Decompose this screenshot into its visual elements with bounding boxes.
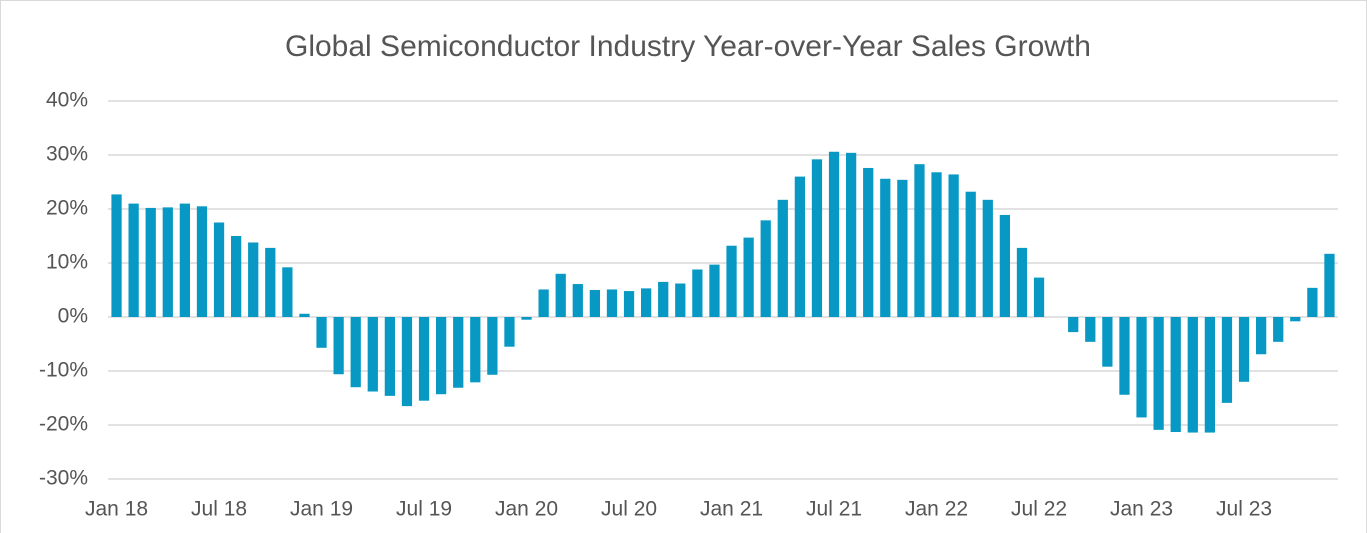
x-tick-label: Jan 18	[85, 498, 148, 521]
bar	[470, 317, 481, 383]
x-tick-label: Jan 23	[1110, 498, 1173, 521]
bar	[487, 317, 498, 375]
bar	[760, 220, 771, 317]
bar	[1204, 317, 1215, 433]
bar	[1119, 317, 1130, 395]
chart-title: Global Semiconductor Industry Year-over-…	[285, 30, 1091, 63]
bar	[1307, 287, 1318, 317]
bar	[282, 267, 293, 317]
bar	[743, 237, 754, 317]
bar	[1136, 317, 1147, 418]
bar	[777, 199, 788, 317]
bar	[333, 317, 344, 375]
bar	[709, 264, 720, 317]
bar	[641, 288, 652, 317]
x-tick-label: Jul 18	[191, 498, 247, 521]
bar	[1170, 317, 1181, 433]
bar	[982, 199, 993, 317]
bar	[1238, 317, 1250, 382]
bar	[196, 206, 208, 317]
bar	[316, 317, 327, 348]
bar	[811, 159, 823, 317]
bar	[828, 151, 840, 317]
bar	[1085, 317, 1096, 342]
y-tick-label: 20%	[46, 197, 88, 220]
bar	[145, 207, 156, 317]
bar	[999, 214, 1010, 317]
bar	[1290, 317, 1301, 322]
bar	[880, 178, 891, 317]
bar	[418, 317, 430, 401]
bar	[589, 290, 600, 317]
bar	[948, 174, 959, 317]
bar	[1033, 277, 1045, 317]
bar	[675, 283, 686, 317]
x-tick-label: Jul 20	[601, 498, 657, 521]
bar	[914, 164, 925, 317]
bar	[504, 317, 515, 347]
bar	[726, 245, 737, 317]
bar	[897, 179, 908, 317]
x-tick-label: Jul 21	[806, 498, 862, 521]
bar	[265, 247, 276, 317]
bar	[1273, 317, 1284, 342]
y-tick-label: 0%	[58, 305, 88, 328]
bar	[794, 176, 805, 317]
x-tick-label: Jul 23	[1216, 498, 1272, 521]
bar	[538, 289, 549, 317]
bar	[1256, 317, 1267, 355]
bar	[1221, 317, 1233, 403]
bar	[606, 289, 618, 317]
bar	[231, 236, 242, 317]
bar	[248, 242, 259, 317]
bar	[179, 203, 190, 317]
bar	[401, 317, 413, 407]
bar	[384, 317, 395, 396]
bar	[350, 317, 361, 388]
bar	[931, 172, 942, 317]
bar	[213, 222, 225, 317]
x-tick-label: Jan 20	[495, 498, 558, 521]
bar	[128, 203, 139, 317]
bar	[1016, 247, 1028, 317]
bar	[1187, 317, 1198, 433]
bar	[846, 152, 857, 317]
bar	[863, 167, 874, 317]
bar	[1068, 317, 1079, 333]
x-tick-label: Jan 22	[905, 498, 968, 521]
bar	[162, 207, 173, 317]
bar	[299, 313, 310, 317]
y-tick-label: 40%	[46, 89, 88, 112]
y-tick-label: -30%	[39, 467, 88, 490]
bar	[572, 284, 583, 317]
x-tick-label: Jan 21	[700, 498, 763, 521]
y-tick-label: 30%	[46, 143, 88, 166]
bar	[965, 191, 976, 317]
bar	[367, 317, 378, 392]
y-tick-label: 10%	[46, 251, 88, 274]
x-tick-label: Jul 22	[1011, 498, 1067, 521]
bar	[658, 281, 669, 317]
x-tick-label: Jul 19	[396, 498, 452, 521]
y-tick-label: -10%	[39, 359, 88, 382]
bar	[521, 317, 532, 320]
bar	[692, 269, 703, 317]
bar	[1153, 317, 1164, 430]
x-tick-label: Jan 19	[290, 498, 353, 521]
bar	[111, 194, 122, 317]
bar	[453, 317, 464, 388]
bar	[623, 291, 635, 317]
bar	[1102, 317, 1113, 367]
y-tick-label: -20%	[39, 413, 88, 436]
bar	[1324, 253, 1335, 317]
bar	[555, 273, 566, 317]
bar	[436, 317, 447, 395]
